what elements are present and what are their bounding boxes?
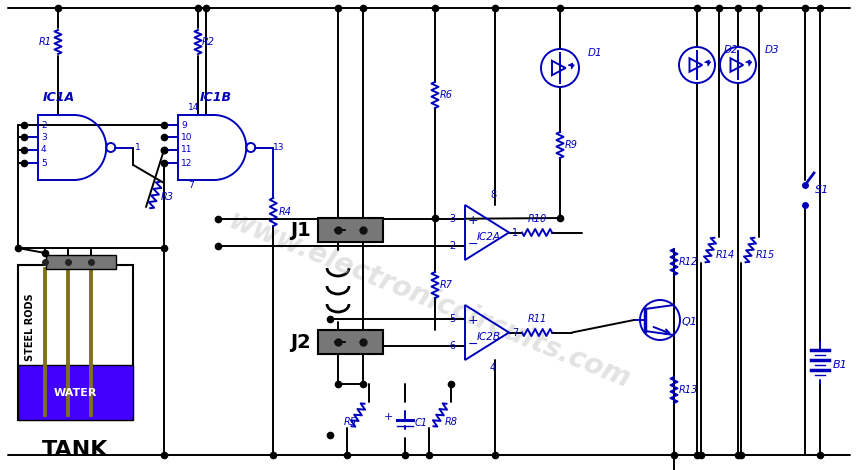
Text: D2: D2 bbox=[724, 45, 739, 55]
Text: R6: R6 bbox=[440, 90, 453, 100]
Text: R3: R3 bbox=[161, 192, 174, 202]
Text: R7: R7 bbox=[440, 280, 453, 290]
Text: 7: 7 bbox=[512, 328, 518, 337]
Text: 3: 3 bbox=[41, 133, 46, 141]
Text: 7: 7 bbox=[188, 181, 194, 190]
Text: 1: 1 bbox=[136, 143, 141, 152]
Text: 13: 13 bbox=[273, 143, 285, 152]
Text: R2: R2 bbox=[202, 37, 215, 47]
Text: 4: 4 bbox=[41, 146, 46, 155]
Text: 5: 5 bbox=[41, 158, 46, 167]
Text: J1: J1 bbox=[290, 220, 311, 240]
Text: −: − bbox=[468, 338, 478, 351]
Text: 8: 8 bbox=[490, 190, 496, 200]
Text: www.electroniccircuits.com: www.electroniccircuits.com bbox=[225, 206, 635, 394]
Text: R11: R11 bbox=[528, 314, 547, 324]
Text: 1: 1 bbox=[512, 227, 518, 237]
Bar bbox=[18, 365, 133, 420]
Text: D1: D1 bbox=[588, 48, 602, 58]
Text: 9: 9 bbox=[181, 120, 187, 130]
Text: R12: R12 bbox=[679, 257, 698, 267]
Text: Q1: Q1 bbox=[682, 317, 698, 327]
Text: 10: 10 bbox=[181, 133, 192, 141]
Text: 11: 11 bbox=[181, 146, 192, 155]
Text: R1: R1 bbox=[39, 37, 52, 47]
Text: C1: C1 bbox=[415, 418, 428, 428]
Text: S1: S1 bbox=[815, 185, 829, 195]
Text: R8: R8 bbox=[445, 417, 458, 427]
Text: R14: R14 bbox=[716, 250, 735, 260]
Text: 5: 5 bbox=[449, 314, 456, 324]
Text: IC2B: IC2B bbox=[477, 332, 501, 343]
Text: 14: 14 bbox=[188, 103, 199, 112]
Text: 12: 12 bbox=[181, 158, 192, 167]
Text: IC1A: IC1A bbox=[43, 91, 76, 104]
Text: 2: 2 bbox=[41, 120, 46, 130]
Text: 3: 3 bbox=[449, 214, 455, 224]
Text: WATER: WATER bbox=[54, 387, 97, 398]
Text: R5: R5 bbox=[344, 417, 357, 427]
Text: R4: R4 bbox=[278, 207, 291, 217]
Text: STEEL RODS: STEEL RODS bbox=[25, 294, 35, 361]
Text: J2: J2 bbox=[290, 332, 311, 352]
Text: IC2A: IC2A bbox=[477, 233, 501, 243]
Text: 4: 4 bbox=[490, 363, 496, 373]
Text: R9: R9 bbox=[565, 140, 578, 150]
Bar bbox=[318, 218, 383, 242]
Bar bbox=[46, 255, 116, 269]
Bar bbox=[18, 265, 133, 420]
Text: −: − bbox=[468, 238, 478, 251]
Text: IC1B: IC1B bbox=[200, 91, 232, 104]
Text: 6: 6 bbox=[449, 341, 455, 351]
Text: 2: 2 bbox=[449, 241, 456, 251]
Text: +: + bbox=[384, 412, 393, 422]
Text: R13: R13 bbox=[679, 385, 698, 395]
Text: R15: R15 bbox=[756, 250, 776, 260]
Bar bbox=[318, 330, 383, 354]
Text: TANK: TANK bbox=[42, 440, 109, 460]
Text: D3: D3 bbox=[765, 45, 780, 55]
Text: B1: B1 bbox=[833, 360, 848, 370]
Text: +: + bbox=[468, 214, 478, 227]
Text: R10: R10 bbox=[528, 214, 547, 225]
Text: +: + bbox=[468, 314, 478, 327]
